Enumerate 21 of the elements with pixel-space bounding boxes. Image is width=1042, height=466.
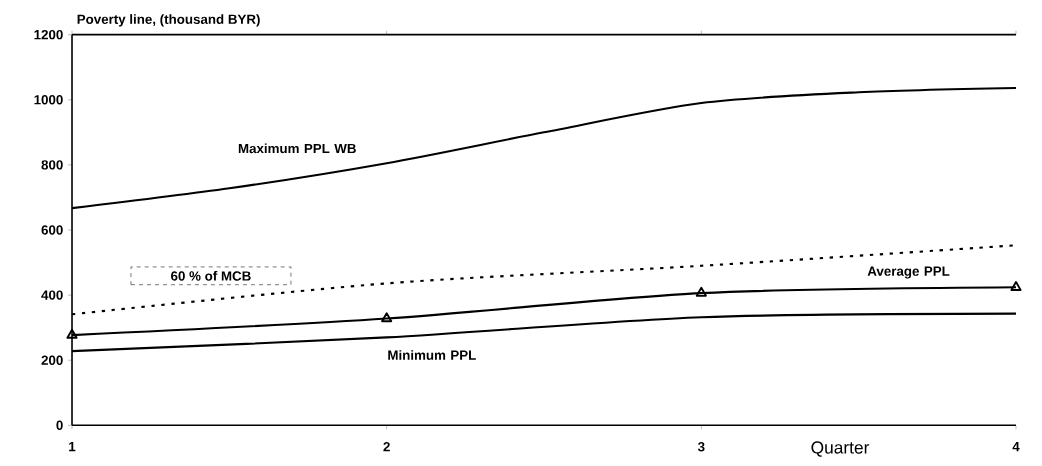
y-tick-label: 600 (41, 225, 63, 235)
y-tick-label: 200 (41, 355, 63, 365)
x-tick-label: 1 (69, 442, 76, 452)
point (1010, 281, 1022, 291)
y-tick-label: 800 (41, 160, 63, 170)
point (381, 312, 393, 323)
point (695, 286, 707, 297)
point (66, 328, 78, 339)
series-label: 60 % of MCB (171, 270, 251, 281)
y-tick-label: 0 (56, 420, 63, 431)
series-label: Maximum PPL WB (238, 143, 356, 154)
y-tick-label: 1200 (34, 29, 63, 40)
y-axis-title: Poverty line, (thousand BYR) (77, 14, 260, 27)
x-tick-label: 3 (697, 442, 705, 452)
series-label: Average PPL (867, 266, 950, 279)
y-tick-label: 1000 (34, 95, 63, 105)
x-axis-title: Quarter (811, 441, 870, 457)
x-tick-label: 2 (383, 442, 390, 452)
y-tick-label: 400 (41, 290, 63, 300)
series-label: Minimum PPL (388, 350, 476, 360)
x-tick-label: 4 (1012, 442, 1020, 452)
